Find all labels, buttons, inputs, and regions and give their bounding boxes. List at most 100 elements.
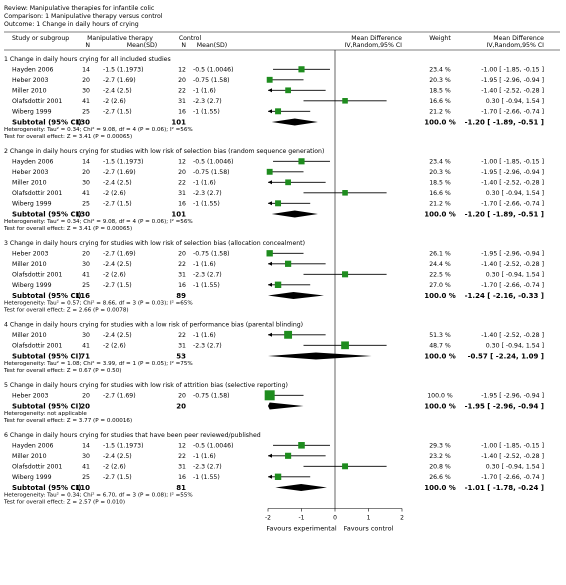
- ci-left-arrow: [268, 453, 272, 458]
- x-tick-label: -1: [299, 515, 305, 522]
- overall-effect-text: Test for overall effect: Z = 3.41 (P = 0…: [3, 226, 132, 232]
- study-name: Wiberg 1999: [12, 282, 52, 289]
- study-weight: 20.8 %: [429, 464, 451, 471]
- study-ctrl-mean: -1 (1.6): [193, 88, 216, 95]
- study-ctrl-n: 12: [178, 443, 186, 450]
- study-ctrl-n: 16: [178, 201, 186, 208]
- study-weight: 100.0 %: [427, 393, 453, 400]
- study-name: Heber 2003: [12, 393, 49, 400]
- study-weight: 18.5 %: [429, 180, 451, 187]
- subtotal-diamond: [275, 484, 327, 491]
- study-exp-n: 41: [82, 190, 90, 197]
- study-exp-mean: -2.4 (2.5): [103, 261, 132, 268]
- study-ci: -1.95 [ -2.96, -0.94 ]: [481, 393, 544, 400]
- overall-effect-text: Test for overall effect: Z = 2.66 (P = 0…: [3, 308, 129, 314]
- subtotal-diamond: [268, 402, 304, 410]
- subtotal-label: Subtotal (95% CI): [12, 403, 81, 411]
- column-exp-mean: Mean(SD): [127, 42, 157, 49]
- overall-effect-text: Test for overall effect: Z = 3.41 (P = 0…: [3, 134, 132, 140]
- study-name: Heber 2003: [12, 251, 49, 258]
- heterogeneity-text: Heterogeneity: not applicable: [4, 411, 87, 417]
- subgroup-title: 3 Change in daily hours crying for studi…: [4, 240, 305, 247]
- subtotal-label: Subtotal (95% CI): [12, 484, 81, 492]
- study-ctrl-n: 16: [178, 282, 186, 289]
- study-ci: 0.30 [ -0.94, 1.54 ]: [486, 190, 544, 197]
- study-ci: -1.95 [ -2.96, -0.94 ]: [481, 169, 544, 176]
- study-exp-n: 30: [82, 453, 90, 460]
- subtotal-weight: 100.0 %: [424, 484, 456, 492]
- x-tick-label: 0: [333, 515, 337, 522]
- study-name: Olafsdottir 2001: [12, 272, 62, 279]
- study-exp-n: 20: [82, 251, 90, 258]
- column-md-title: Mean Difference: [351, 35, 402, 42]
- subtotal-ci: -1.01 [ -1.78, -0.24 ]: [465, 484, 544, 492]
- study-weight-marker: [275, 108, 282, 115]
- subtotal-diamond: [268, 352, 372, 360]
- study-ci: -1.40 [ -2.52, -0.28 ]: [481, 453, 544, 460]
- review-title: Review: Manipulative therapies for infan…: [4, 5, 155, 12]
- study-exp-mean: -2.7 (1.5): [103, 474, 132, 481]
- study-weight: 23.4 %: [429, 159, 451, 166]
- study-name: Olafsdottir 2001: [12, 98, 62, 105]
- study-ctrl-n: 31: [178, 272, 186, 279]
- study-weight: 26.6 %: [429, 474, 451, 481]
- heterogeneity-text: Heterogeneity: Tau² = 0.34; Chi² = 9.08,…: [4, 218, 193, 225]
- column-ctrl-mean: Mean(SD): [197, 42, 227, 49]
- column-exp-n: N: [85, 42, 90, 49]
- subtotal-exp-n: 116: [75, 292, 90, 300]
- study-name: Hayden 2006: [12, 67, 54, 74]
- study-ctrl-mean: -1 (1.55): [193, 109, 220, 116]
- study-weight: 21.2 %: [429, 201, 451, 208]
- study-exp-n: 14: [82, 443, 90, 450]
- study-exp-mean: -2.7 (1.5): [103, 282, 132, 289]
- study-ci: 0.30 [ -0.94, 1.54 ]: [486, 343, 544, 350]
- x-tick-label: 2: [400, 515, 404, 522]
- study-exp-mean: -2.4 (2.5): [103, 180, 132, 187]
- study-ctrl-n: 22: [178, 180, 186, 187]
- subtotal-weight: 100.0 %: [424, 211, 456, 219]
- study-name: Hayden 2006: [12, 159, 54, 166]
- subgroup-title: 2 Change in daily hours crying for studi…: [4, 148, 324, 155]
- study-exp-mean: -2 (2.6): [103, 343, 126, 350]
- study-ctrl-n: 31: [178, 343, 186, 350]
- study-ci: -1.70 [ -2.66, -0.74 ]: [481, 474, 544, 481]
- study-exp-n: 30: [82, 332, 90, 339]
- study-weight: 23.4 %: [429, 67, 451, 74]
- study-exp-n: 41: [82, 464, 90, 471]
- heterogeneity-text: Heterogeneity: Tau² = 0.57; Chi² = 8.66,…: [4, 300, 193, 307]
- study-name: Olafsdottir 2001: [12, 464, 62, 471]
- subtotal-ctrl-n: 81: [176, 484, 186, 492]
- study-ctrl-n: 12: [178, 159, 186, 166]
- study-weight-marker: [264, 390, 275, 401]
- subtotal-label: Subtotal (95% CI): [12, 211, 81, 219]
- study-ctrl-mean: -1 (1.6): [193, 180, 216, 187]
- subgroup-title: 5 Change in daily hours crying for studi…: [4, 382, 288, 389]
- study-exp-n: 30: [82, 180, 90, 187]
- study-exp-n: 25: [82, 282, 90, 289]
- study-weight: 22.5 %: [429, 272, 451, 279]
- study-ctrl-mean: -2.3 (2.7): [193, 98, 222, 105]
- study-weight-marker: [266, 250, 273, 257]
- study-exp-mean: -2.7 (1.5): [103, 201, 132, 208]
- study-exp-mean: -2.4 (2.5): [103, 453, 132, 460]
- study-ctrl-mean: -0.75 (1.58): [193, 393, 230, 400]
- study-ci: -1.70 [ -2.66, -0.74 ]: [481, 201, 544, 208]
- subtotal-exp-n: 20: [80, 403, 90, 411]
- study-weight-marker: [342, 98, 348, 104]
- study-ctrl-n: 20: [178, 251, 186, 258]
- ci-left-arrow: [268, 109, 272, 114]
- study-ctrl-n: 31: [178, 190, 186, 197]
- study-ctrl-n: 31: [178, 98, 186, 105]
- study-exp-n: 41: [82, 272, 90, 279]
- study-weight: 26.1 %: [429, 251, 451, 258]
- heterogeneity-text: Heterogeneity: Tau² = 1.08; Chi² = 3.99,…: [4, 360, 193, 367]
- column-ctrl-n: N: [181, 42, 186, 49]
- study-weight-marker: [266, 168, 273, 175]
- ci-left-arrow: [268, 282, 272, 287]
- study-name: Heber 2003: [12, 169, 49, 176]
- study-ctrl-n: 16: [178, 474, 186, 481]
- subtotal-ctrl-n: 53: [176, 353, 186, 361]
- study-ci: -1.95 [ -2.96, -0.94 ]: [481, 77, 544, 84]
- subgroup-title: 1 Change in daily hours crying for all i…: [4, 56, 171, 63]
- study-name: Heber 2003: [12, 77, 49, 84]
